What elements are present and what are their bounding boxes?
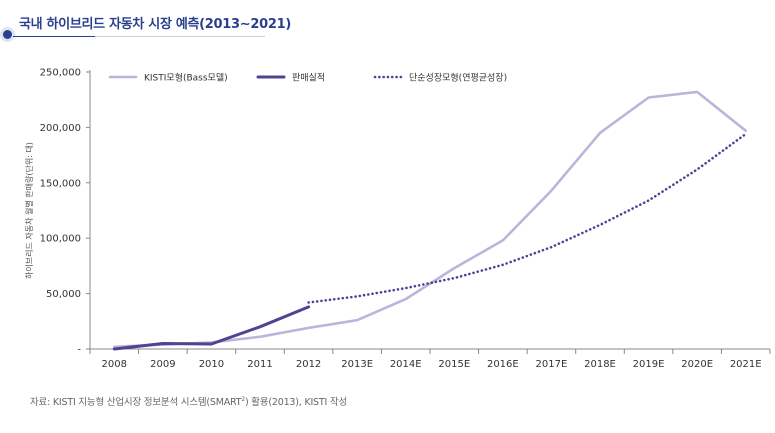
header-bar: 국내 하이브리드 자동차 시장 예측(2013∼2021) [0,0,775,44]
x-tick-label: 2011 [247,359,272,370]
x-tick-label: 2020E [681,359,713,370]
x-tick-label: 2018E [584,359,616,370]
y-tick-label: 100,000 [40,234,81,245]
series-line-0 [113,90,748,349]
x-tick-label: 2009 [150,359,175,370]
y-tick-label: 200,000 [40,123,81,134]
x-tick-label: 2021E [730,359,762,370]
chart-title: 국내 하이브리드 자동차 시장 예측(2013∼2021) [19,17,291,32]
title-bullet-icon [3,30,12,39]
x-tick-label: 2013E [341,359,373,370]
source-prefix: 자료: KISTI 지능형 산업시장 정보분석 시스템(SMART [30,397,242,408]
y-tick-label: 250,000 [40,68,81,79]
x-tick-label: 2014E [390,359,422,370]
x-tick-label: 2015E [438,359,470,370]
series-line-1 [112,305,311,351]
x-tick-label: 2017E [536,359,568,370]
source-superscript: 2 [241,395,245,403]
y-tick-label: - [77,345,81,356]
y-tick-label: 150,000 [40,178,81,189]
y-axis-title: 하이브리드 자동차 월별 판매량(단위: 대) [24,142,34,279]
x-tick-label: 2019E [633,359,665,370]
legend-label-2: 단순성장모형(연평균성장) [409,73,507,84]
series-line-2 [307,132,748,304]
x-tick-label: 2010 [199,359,224,370]
x-tick-label: 2016E [487,359,519,370]
y-tick-label: 50,000 [46,289,81,300]
legend-label-0: KISTI모형(Bass모델) [144,72,228,84]
x-tick-label: 2012 [296,359,321,370]
source-note: 자료: KISTI 지능형 산업시장 정보분석 시스템(SMART2) 활용(2… [30,394,347,408]
legend-label-1: 판매실적 [292,72,325,84]
title-underline-faint [95,36,265,37]
source-suffix: ) 활용(2013), KISTI 작성 [244,397,347,408]
x-tick-label: 2008 [102,359,127,370]
title-underline [13,36,95,37]
